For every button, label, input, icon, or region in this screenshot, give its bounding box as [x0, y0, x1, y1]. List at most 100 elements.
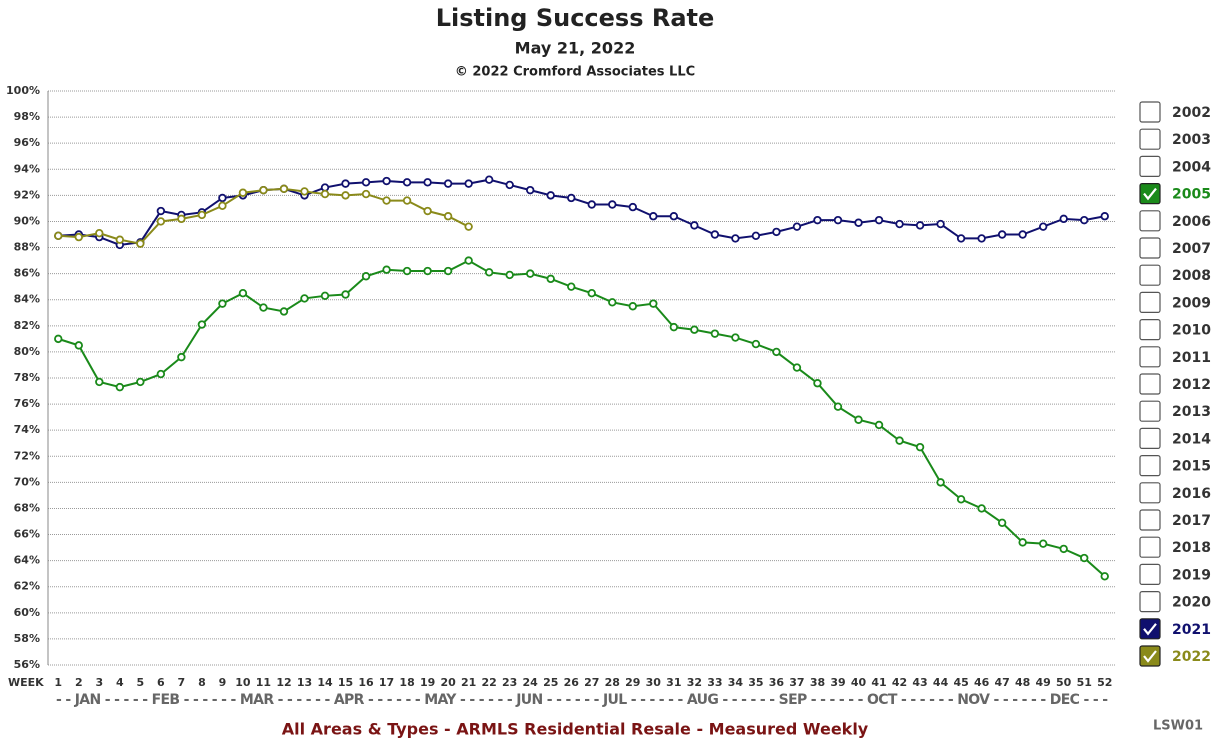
x-tick-label: 52: [1097, 676, 1112, 689]
data-point: [238, 289, 248, 298]
legend-label: 2016: [1172, 486, 1211, 502]
data-point: [1038, 539, 1048, 548]
x-tick-label: 1: [54, 676, 62, 689]
data-point: [402, 178, 412, 187]
x-tick-label: 4: [116, 676, 124, 689]
x-tick-label: 5: [137, 676, 145, 689]
data-point: [74, 341, 83, 350]
data-point: [218, 299, 227, 308]
data-point: [115, 235, 125, 244]
x-tick-label: 23: [502, 676, 517, 689]
y-tick-label: 82%: [14, 319, 40, 332]
legend-label: 2022: [1172, 649, 1211, 665]
legend-label: 2018: [1172, 540, 1211, 556]
footer: All Areas & Types - ARMLS Residential Re…: [282, 720, 869, 739]
legend-checkbox: [1139, 319, 1161, 341]
data-point: [751, 339, 761, 349]
data-point: [300, 187, 309, 196]
data-point: [382, 265, 391, 274]
legend-label: 2005: [1172, 187, 1211, 203]
data-point: [895, 436, 904, 445]
data-point: [156, 369, 166, 379]
legend-label: 2014: [1172, 431, 1211, 447]
x-tick-label: 41: [871, 676, 886, 689]
data-point: [423, 266, 432, 276]
legend-checkbox: [1139, 101, 1161, 123]
data-point: [628, 202, 637, 212]
x-tick-label: 21: [461, 676, 476, 689]
data-point: [1100, 212, 1109, 221]
legend-checkbox: [1139, 237, 1161, 259]
data-point: [443, 179, 453, 188]
legend-checkbox: [1139, 264, 1161, 286]
x-tick-label: 32: [687, 676, 702, 689]
data-point: [628, 302, 637, 311]
data-point: [915, 221, 925, 230]
y-tick-label: 68%: [14, 501, 40, 514]
y-tick-label: 56%: [14, 658, 40, 671]
x-tick-label: 2: [75, 676, 83, 689]
x-tick-label: 20: [440, 676, 456, 689]
check-mark: [1143, 623, 1157, 636]
y-tick-label: 76%: [14, 397, 40, 410]
x-tick-label: 14: [317, 676, 333, 689]
legend-checkbox: [1139, 509, 1161, 531]
data-point: [813, 215, 822, 225]
y-tick-label: 100%: [6, 84, 40, 97]
data-point: [320, 291, 330, 301]
legend-label: 2006: [1172, 214, 1211, 230]
data-point: [136, 377, 145, 387]
data-point: [526, 185, 535, 195]
legend-label: 2015: [1172, 459, 1211, 475]
x-tick-label: 31: [666, 676, 681, 689]
x-tick-label: 48: [1015, 676, 1030, 689]
x-tick-label: 3: [95, 676, 103, 689]
legend-checkbox: [1139, 590, 1161, 613]
x-tick-label: 51: [1077, 676, 1092, 689]
x-tick-label: 30: [646, 676, 662, 689]
data-point: [915, 442, 925, 452]
x-tick-label: 27: [584, 676, 599, 689]
copyright: © 2022 Cromford Associates LLC: [455, 65, 695, 80]
legend-checkbox: [1139, 210, 1161, 232]
data-point: [423, 206, 432, 216]
data-point: [874, 215, 884, 225]
data-point: [279, 307, 289, 316]
x-tick-label: 37: [789, 676, 804, 689]
x-tick-label: 49: [1036, 676, 1051, 689]
data-point: [546, 274, 555, 284]
legend-checkbox: [1139, 346, 1161, 368]
y-tick-label: 70%: [14, 475, 40, 488]
legend-checkbox: [1139, 536, 1161, 558]
legend-checkbox: [1139, 427, 1161, 449]
data-point: [238, 188, 248, 197]
data-point: [320, 189, 330, 199]
data-point: [1100, 572, 1109, 581]
x-tick-label: 18: [399, 676, 414, 689]
x-tick-label: 42: [892, 676, 907, 689]
legend-checkbox: [1139, 373, 1161, 395]
legend-checkbox: [1139, 455, 1161, 477]
x-tick-label: 10: [235, 676, 251, 689]
data-point: [177, 214, 186, 224]
legend-label: 2004: [1172, 159, 1211, 175]
chart-title: Listing Success Rate: [436, 4, 715, 32]
data-point: [402, 266, 412, 276]
legend-label: 2007: [1172, 241, 1211, 257]
x-tick-label: 22: [482, 676, 497, 689]
x-tick-label: 44: [933, 676, 949, 689]
data-point: [874, 420, 884, 430]
data-point: [649, 212, 658, 221]
data-point: [402, 196, 412, 205]
data-point: [567, 193, 576, 203]
data-point: [218, 193, 227, 203]
data-point: [690, 221, 699, 230]
data-point: [546, 191, 555, 200]
data-point: [608, 298, 617, 307]
y-tick-label: 96%: [14, 136, 40, 149]
data-point: [300, 294, 309, 303]
data-point: [505, 180, 514, 190]
legend-label: 2013: [1172, 404, 1211, 420]
data-point: [587, 289, 596, 298]
data-point: [136, 239, 145, 248]
